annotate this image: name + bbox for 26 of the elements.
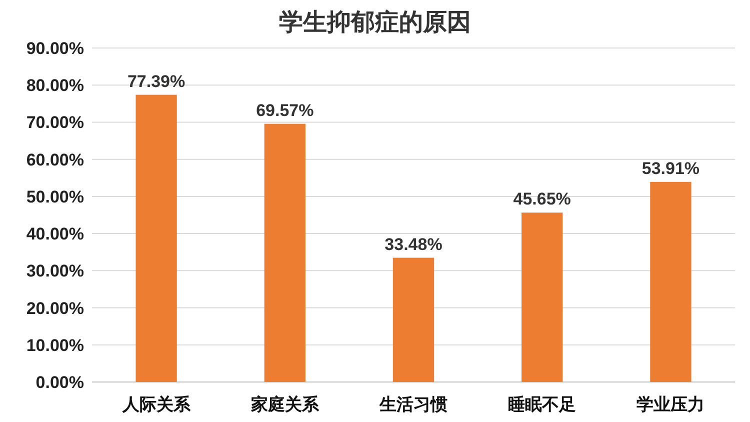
y-tick-label: 50.00% <box>26 187 84 206</box>
data-label: 45.65% <box>513 190 571 209</box>
chart-title: 学生抑郁症的原因 <box>279 9 471 36</box>
x-tick-label: 家庭关系 <box>250 395 320 414</box>
y-tick-label: 80.00% <box>26 76 84 96</box>
y-tick-label: 0.00% <box>36 373 84 392</box>
data-label: 69.57% <box>256 100 314 120</box>
y-tick-label: 60.00% <box>26 150 84 170</box>
data-label: 33.48% <box>384 234 442 254</box>
y-tick-label: 70.00% <box>26 113 84 132</box>
x-tick-label: 生活习惯 <box>378 395 448 414</box>
x-tick-label: 人际关系 <box>121 395 192 414</box>
y-tick-label: 40.00% <box>26 224 84 244</box>
y-tick-label: 10.00% <box>26 336 84 355</box>
data-label: 77.39% <box>127 72 186 91</box>
x-tick-label: 睡眠不足 <box>508 395 576 414</box>
bar <box>650 182 692 382</box>
bar <box>136 94 177 382</box>
y-tick-label: 20.00% <box>26 298 84 318</box>
bar <box>392 258 434 382</box>
x-tick-label: 学业压力 <box>636 395 705 414</box>
bar <box>264 124 306 382</box>
y-tick-label: 30.00% <box>26 262 84 281</box>
bar <box>522 212 563 382</box>
data-label: 53.91% <box>642 158 700 178</box>
y-tick-label: 90.00% <box>26 39 84 58</box>
